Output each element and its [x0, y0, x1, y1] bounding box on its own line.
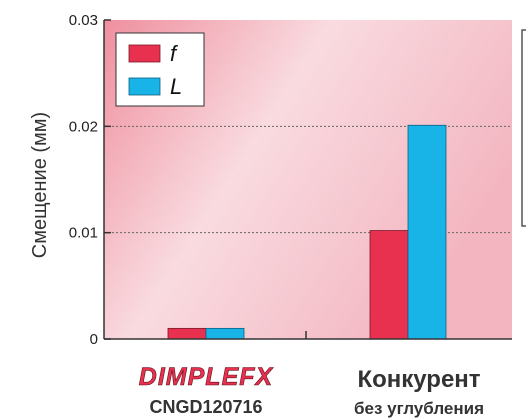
bars — [167, 124, 447, 340]
y-tick-label: 0.01 — [69, 225, 98, 242]
legend-label-L: L — [170, 74, 182, 99]
category-label-2: без углубления — [354, 399, 484, 418]
y-axis: 0 0.01 0.02 0.03 — [69, 12, 111, 348]
legend-swatch-L — [128, 77, 161, 96]
bar-f-1 — [369, 230, 409, 340]
y-tick-label: 0.02 — [69, 118, 98, 135]
side-panel-edge — [521, 29, 526, 227]
y-tick-label: 0 — [90, 331, 98, 348]
legend-label-f: f — [170, 41, 179, 66]
dimplefx-logo: DIMPLEFX — [139, 363, 274, 391]
y-axis-label: Смещение (мм) — [29, 112, 51, 258]
legend-swatch-f — [128, 44, 161, 63]
bar-L-1 — [407, 124, 447, 340]
category-label-1: CNGD120716 — [149, 397, 262, 417]
category-title-2: Конкурент — [357, 366, 480, 393]
category-labels: DIMPLEFX CNGD120716 Конкурент без углубл… — [138, 363, 484, 418]
bar-L-0 — [205, 327, 245, 340]
legend: f L — [115, 32, 205, 107]
y-tick-label: 0.03 — [69, 12, 98, 29]
bar-f-0 — [167, 327, 207, 340]
